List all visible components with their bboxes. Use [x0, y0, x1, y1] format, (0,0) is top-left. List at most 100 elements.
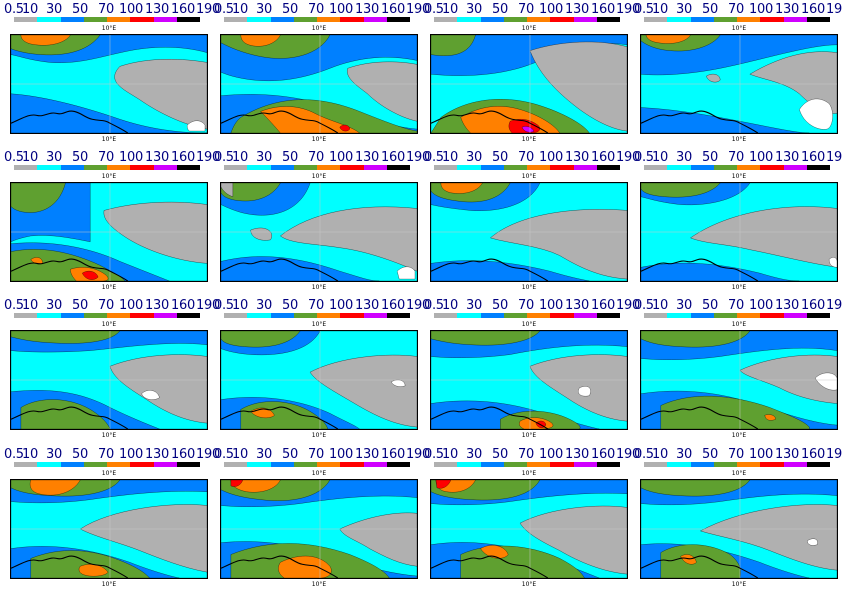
- color-swatch: [503, 165, 527, 170]
- longitude-label-top: 10°E: [731, 470, 747, 477]
- scale-label: 0.5: [214, 447, 234, 462]
- color-scale-bar: [224, 165, 410, 170]
- scale-label: 160: [171, 447, 195, 462]
- longitude-label-top: 10°E: [311, 173, 327, 180]
- scale-label: 160: [381, 150, 405, 165]
- scale-label: 0.5: [634, 150, 654, 165]
- coastline: [11, 110, 129, 133]
- scale-label: 100: [329, 150, 353, 165]
- color-swatch: [527, 165, 551, 170]
- contour-region: [764, 414, 776, 421]
- no-data-region: [828, 257, 837, 268]
- coastline: [431, 110, 549, 133]
- scale-label: 190: [196, 447, 220, 462]
- contour-region: [221, 256, 380, 281]
- color-swatch: [340, 313, 364, 318]
- color-swatch: [457, 17, 481, 22]
- longitude-label-top: 10°E: [311, 321, 327, 328]
- coastline: [11, 406, 129, 429]
- contour-region: [660, 544, 741, 578]
- scale-label: 130: [145, 150, 169, 165]
- contour-map: [10, 479, 208, 579]
- scale-label: 30: [256, 150, 272, 165]
- longitude-label-bottom: 10°E: [521, 581, 537, 588]
- contour-map: [10, 34, 208, 134]
- color-swatch: [107, 17, 131, 22]
- scale-label: 160: [801, 2, 825, 17]
- no-data-region: [799, 98, 833, 130]
- scale-label: 70: [728, 2, 744, 17]
- color-swatch: [596, 17, 620, 22]
- scale-label: 130: [565, 447, 589, 462]
- color-swatch: [457, 462, 481, 467]
- scale-label: 30: [46, 447, 62, 462]
- longitude-label-bottom: 10°E: [311, 136, 327, 143]
- color-scale-bar: [224, 462, 410, 467]
- color-swatch: [783, 17, 807, 22]
- color-swatch: [760, 462, 784, 467]
- color-swatch: [386, 165, 410, 170]
- color-swatch: [83, 165, 107, 170]
- scale-label: 70: [308, 2, 324, 17]
- color-swatch: [573, 313, 597, 318]
- longitude-label-top: 10°E: [311, 25, 327, 32]
- color-scale-bar: [434, 313, 620, 318]
- longitude-label-bottom: 10°E: [521, 432, 537, 439]
- scale-label: 190: [616, 298, 640, 313]
- color-swatch: [690, 17, 714, 22]
- color-swatch: [60, 165, 84, 170]
- color-swatch: [153, 17, 177, 22]
- scale-label: 30: [676, 150, 692, 165]
- color-swatch: [806, 17, 830, 22]
- scale-label: 130: [355, 150, 379, 165]
- longitude-label-top: 10°E: [521, 470, 537, 477]
- color-swatch: [224, 313, 248, 318]
- scale-label: 160: [381, 298, 405, 313]
- contour-region: [221, 183, 234, 197]
- color-swatch: [737, 462, 761, 467]
- scale-label: 130: [565, 2, 589, 17]
- color-swatch: [14, 462, 38, 467]
- scale-label: 100: [749, 150, 773, 165]
- scale-label: 130: [145, 447, 169, 462]
- no-data-region: [397, 266, 416, 280]
- scale-label: 70: [308, 298, 324, 313]
- scale-label: 30: [466, 2, 482, 17]
- color-swatch: [644, 17, 668, 22]
- color-swatch: [247, 165, 271, 170]
- scale-label: 160: [591, 447, 615, 462]
- contour-map: [640, 34, 838, 134]
- scale-label: 10: [442, 298, 458, 313]
- color-swatch: [37, 462, 61, 467]
- scale-label: 130: [775, 447, 799, 462]
- color-swatch: [434, 17, 458, 22]
- color-swatch: [247, 17, 271, 22]
- scale-label: 100: [749, 2, 773, 17]
- scale-label: 50: [282, 2, 298, 17]
- color-swatch: [130, 165, 154, 170]
- contour-region: [706, 73, 721, 83]
- scale-label: 0.5: [214, 150, 234, 165]
- scale-label: 100: [539, 298, 563, 313]
- color-swatch: [37, 17, 61, 22]
- coastline: [11, 258, 129, 281]
- color-swatch: [317, 17, 341, 22]
- color-swatch: [690, 462, 714, 467]
- color-swatch: [573, 17, 597, 22]
- color-swatch: [317, 462, 341, 467]
- scale-label: 50: [282, 150, 298, 165]
- color-scale-bar: [224, 17, 410, 22]
- scale-label: 50: [492, 2, 508, 17]
- scale-label: 10: [652, 2, 668, 17]
- color-swatch: [713, 17, 737, 22]
- color-swatch: [270, 17, 294, 22]
- contour-map: [430, 182, 628, 282]
- coastline: [221, 258, 339, 281]
